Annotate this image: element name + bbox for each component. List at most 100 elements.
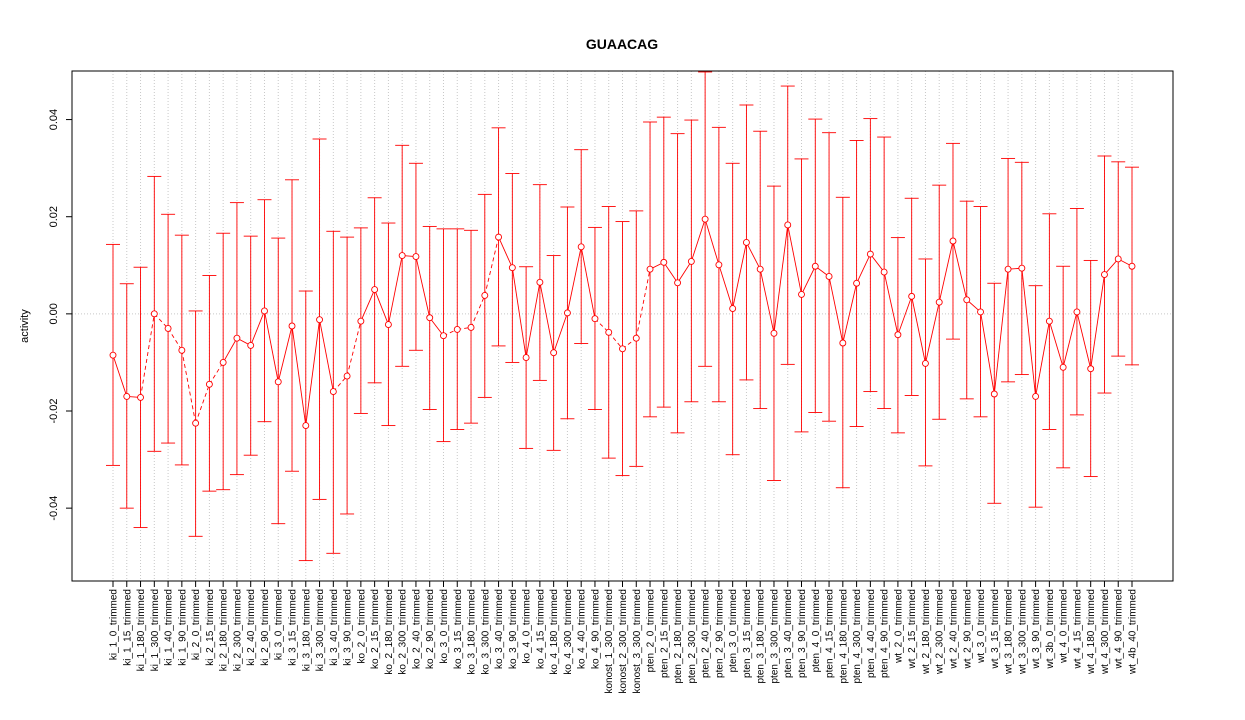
data-point [646, 265, 654, 273]
series-line-segment [1048, 321, 1064, 368]
data-point [674, 279, 682, 287]
x-tick-label: ko_3_0_trimmed [439, 589, 450, 663]
x-tick-label: wt_3_180_trimmed [1004, 589, 1015, 675]
data-point [178, 346, 186, 354]
data-point [660, 258, 668, 266]
series-line-segment [1090, 274, 1105, 369]
data-point [137, 393, 144, 401]
data-point [853, 279, 861, 287]
data-point [742, 239, 750, 246]
x-tick-label: wt_3b_0_trimmed [1045, 589, 1056, 669]
data-point [384, 321, 392, 328]
data-point [949, 237, 957, 245]
series-line-segment [952, 240, 968, 300]
series-line-segment [1104, 258, 1119, 275]
x-tick-label: konost_1_300_trimmed [604, 589, 615, 694]
series-line-segment [1076, 311, 1092, 369]
x-tick-label: wt_4_90_trimmed [1114, 589, 1125, 669]
data-point [357, 317, 365, 325]
x-tick-label: wt_4_15_trimmed [1072, 589, 1083, 669]
x-tick-label: ki_1_90_trimmed [177, 589, 188, 666]
series-line-segment [374, 289, 389, 325]
x-tick-label: ki_1_0_trimmed [109, 589, 120, 660]
series-layer [106, 71, 1139, 562]
series-line-segment [195, 384, 210, 424]
series-line-segment [925, 302, 940, 364]
x-tick-label: wt_4_300_trimmed [1100, 589, 1111, 675]
data-point [1004, 265, 1012, 273]
series-line-segment [883, 271, 899, 335]
x-tick-label: pten_4_40_trimmed [866, 589, 877, 678]
data-point [1114, 255, 1122, 263]
data-point [219, 358, 227, 366]
x-tick-label: pten_3_300_trimmed [769, 589, 780, 684]
x-tick-label: wt_3_300_trimmed [1017, 589, 1028, 675]
x-tick-label: ko_3_180_trimmed [467, 589, 478, 675]
data-point [935, 298, 943, 306]
data-point [453, 325, 461, 333]
series-line-segment [181, 350, 197, 424]
series-line-segment [332, 375, 348, 392]
x-tick-label: pten_2_40_trimmed [701, 589, 712, 678]
x-tick-label: ko_3_90_trimmed [508, 589, 519, 669]
y-axis: -0.04 -0.02 0.00 0.02 0.04 [48, 109, 73, 521]
data-point [619, 345, 626, 353]
data-point [412, 253, 420, 260]
series-line-segment [264, 310, 279, 382]
data-point [508, 264, 516, 272]
data-point [687, 257, 695, 265]
data-point [921, 359, 929, 367]
data-point [205, 380, 213, 388]
x-tick-label: pten_3_40_trimmed [783, 589, 794, 678]
series-line-segment [167, 328, 183, 351]
data-point [1018, 264, 1026, 272]
data-point [632, 334, 640, 342]
data-point [908, 292, 916, 300]
x-tick-label: wt_3_0_trimmed [976, 589, 987, 664]
data-point [233, 334, 241, 342]
series-line-segment [222, 337, 238, 363]
data-point [536, 278, 544, 286]
x-tick-label: pten_3_180_trimmed [756, 589, 767, 684]
data-point [329, 388, 337, 396]
x-tick-label: pten_4_90_trimmed [880, 589, 891, 678]
data-point [467, 324, 475, 331]
series-line-segment [387, 255, 403, 325]
x-tick-label: pten_2_15_trimmed [659, 589, 670, 678]
series-line-segment [566, 246, 582, 313]
data-point [591, 315, 599, 323]
data-point [866, 250, 874, 258]
y-tick-label: -0.04 [48, 496, 60, 521]
x-tick-label: pten_4_0_trimmed [811, 589, 822, 672]
x-tick-label: pten_2_180_trimmed [673, 589, 684, 684]
series-line-segment [1062, 311, 1078, 368]
data-point [440, 332, 447, 340]
x-tick-label: pten_3_0_trimmed [728, 589, 739, 672]
series-line-segment [525, 282, 541, 358]
data-point [316, 316, 324, 324]
x-tick-label: pten_3_15_trimmed [742, 589, 753, 678]
series-line-segment [690, 219, 706, 262]
data-point [123, 392, 131, 400]
x-tick-label: ko_2_0_trimmed [356, 589, 367, 663]
series-line-segment [842, 283, 858, 344]
x-tick-label: ko_2_40_trimmed [411, 589, 422, 669]
x-tick-label: ko_4_300_trimmed [563, 589, 574, 675]
data-point [825, 273, 833, 280]
x-tick-label: wt_2_0_trimmed [893, 589, 904, 664]
data-point [247, 341, 255, 349]
x-tick-label: ko_2_90_trimmed [425, 589, 436, 669]
x-tick-label: konost_3_300_trimmed [632, 589, 643, 694]
x-tick-label: wt_4b_40_trimmed [1128, 589, 1139, 675]
x-tick-label: ki_2_90_trimmed [260, 589, 271, 666]
data-point [343, 372, 351, 380]
data-point [701, 215, 709, 223]
series-line-segment [277, 325, 293, 382]
data-point [495, 233, 503, 241]
x-tick-label: ko_4_15_trimmed [535, 589, 546, 669]
x-tick-label: pten_4_180_trimmed [838, 589, 849, 684]
data-point [605, 328, 613, 336]
data-point [1045, 317, 1053, 325]
x-tick-label: wt_2_90_trimmed [962, 589, 973, 669]
data-point [839, 339, 847, 347]
